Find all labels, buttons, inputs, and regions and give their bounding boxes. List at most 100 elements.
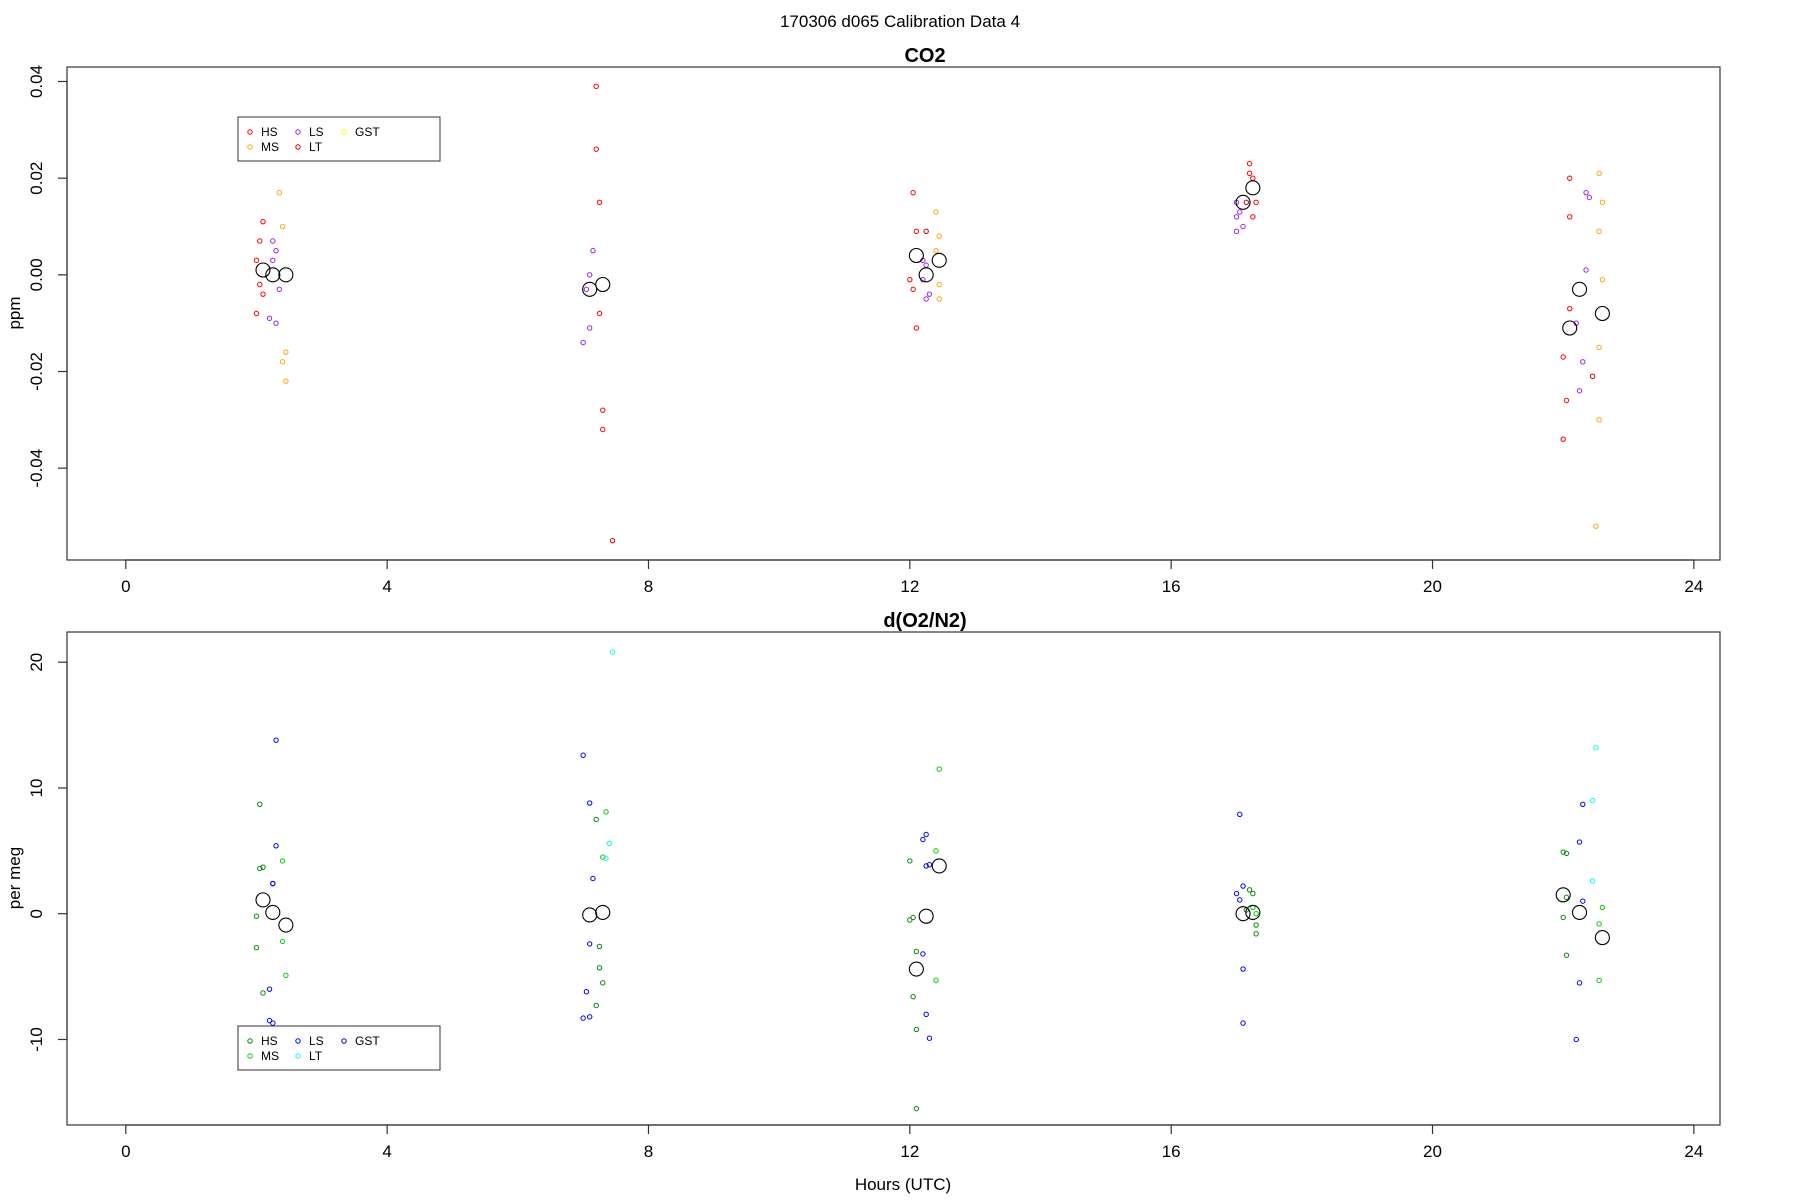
o2n2-point-ls xyxy=(583,988,590,995)
o2n2-point-hs xyxy=(1253,931,1259,937)
o2n2-legend-item-lt: LT xyxy=(295,1049,323,1063)
co2-point-ms xyxy=(1596,170,1602,177)
o2n2-legend-label: GST xyxy=(355,1034,380,1048)
co2-legend-label: GST xyxy=(355,125,380,139)
o2n2-point-ls xyxy=(586,941,593,947)
o2n2-y-tick-label: 20 xyxy=(27,653,46,672)
o2n2-point-ms xyxy=(1599,904,1606,911)
co2-point-hs xyxy=(596,199,603,206)
o2n2-point-ls xyxy=(923,1011,929,1018)
co2-point-hs xyxy=(593,83,599,90)
co2-point-mean xyxy=(1235,194,1251,210)
co2-point-ls xyxy=(1576,388,1583,394)
co2-point-hs xyxy=(1560,354,1566,360)
co2-panel-title: CO2 xyxy=(904,45,945,67)
co2-legend-box xyxy=(237,116,441,162)
o2n2-x-tick-label: 0 xyxy=(121,1142,130,1161)
co2-point-hs xyxy=(910,189,916,196)
o2n2-point-mean xyxy=(265,904,281,921)
co2-point-ls xyxy=(1586,194,1593,201)
co2-point-hs xyxy=(1250,175,1256,181)
co2-point-ms xyxy=(1596,344,1602,351)
co2-point-hs xyxy=(596,310,603,317)
o2n2-legend-box xyxy=(237,1025,441,1071)
o2n2-y-axis-label: per meg xyxy=(5,847,24,909)
co2-x-axis: 0 4 8 12 16 20 24 xyxy=(121,559,1703,596)
co2-y-tick-label: -0.04 xyxy=(27,449,46,488)
o2n2-point-hs xyxy=(1563,894,1570,901)
co2-point-mean xyxy=(255,262,271,278)
co2-y-tick-label: -0.02 xyxy=(27,352,46,391)
co2-point-ls xyxy=(923,296,929,302)
co2-point-ls xyxy=(1240,223,1246,230)
co2-legend-marker xyxy=(295,144,301,150)
o2n2-y-tick-label: 10 xyxy=(27,778,46,797)
co2-point-hs xyxy=(1253,199,1259,206)
co2-legend-item-lt: LT xyxy=(295,140,323,154)
co2-point-ls xyxy=(590,247,596,254)
o2n2-legend-label: LS xyxy=(309,1034,324,1048)
co2-point-mean xyxy=(278,267,294,283)
co2-y-tick-label: 0.02 xyxy=(27,162,46,195)
o2n2-point-lt xyxy=(606,840,612,846)
co2-point-hs xyxy=(253,310,260,317)
o2n2-legend-marker xyxy=(247,1053,253,1059)
co2-point-hs xyxy=(600,426,606,433)
co2-point-ls xyxy=(270,238,276,244)
o2n2-point-hs xyxy=(913,948,920,955)
o2n2-point-hs xyxy=(257,865,263,872)
o2n2-point-ms xyxy=(603,809,609,815)
o2n2-point-ls xyxy=(923,863,929,869)
co2-x-tick-label: 12 xyxy=(900,577,919,596)
co2-point-ls xyxy=(580,339,586,346)
co2-point-ms xyxy=(933,209,939,215)
o2n2-point-hs xyxy=(253,944,260,951)
co2-point-hs xyxy=(913,228,920,235)
co2-point-ms xyxy=(276,189,283,196)
o2n2-point-mean xyxy=(1594,930,1610,946)
o2n2-point-hs xyxy=(1250,890,1256,897)
co2-point-ms xyxy=(933,247,939,254)
o2n2-point-hs xyxy=(910,914,916,921)
o2n2-point-ls xyxy=(926,1035,933,1041)
o2n2-point-ls xyxy=(586,1014,593,1020)
co2-point-mean xyxy=(1571,281,1588,297)
o2n2-legend-item-ms: MS xyxy=(247,1049,279,1063)
co2-point-hs xyxy=(260,218,266,225)
o2n2-point-hs xyxy=(260,990,266,996)
o2n2-point-ls xyxy=(590,875,596,882)
o2n2-point-hs xyxy=(1560,849,1566,855)
o2n2-point-ls xyxy=(1237,897,1243,903)
o2n2-point-ls xyxy=(580,1015,586,1021)
o2n2-point-hs xyxy=(907,858,913,864)
co2-y-axis-label: ppm xyxy=(5,296,24,329)
co2-point-ls xyxy=(266,315,273,322)
co2-point-lt xyxy=(609,537,616,544)
co2-point-hs xyxy=(1563,397,1570,404)
co2-x-tick-label: 0 xyxy=(121,577,130,596)
o2n2-point-ms xyxy=(1596,921,1602,927)
co2-legend-item-ls: LS xyxy=(295,125,324,139)
o2n2-y-tick-label: -10 xyxy=(27,1027,46,1052)
o2n2-point-lt xyxy=(609,649,616,655)
o2n2-point-ls xyxy=(273,843,279,849)
o2n2-point-mean xyxy=(1555,887,1571,903)
o2n2-point-ls xyxy=(273,737,279,743)
co2-point-hs xyxy=(913,325,920,331)
co2-point-mean xyxy=(918,267,934,283)
o2n2-point-hs xyxy=(257,801,263,807)
o2n2-point-hs xyxy=(907,917,913,923)
o2n2-point-lt xyxy=(1593,745,1599,751)
co2-point-mean xyxy=(908,247,924,264)
o2n2-point-ls xyxy=(1240,966,1246,972)
co2-point-ls xyxy=(1233,228,1240,235)
co2-legend-marker xyxy=(247,144,253,150)
co2-x-tick-label: 4 xyxy=(382,577,391,596)
o2n2-y-tick-label: 0 xyxy=(27,909,46,918)
o2n2-legend-label: MS xyxy=(261,1049,279,1063)
o2n2-point-ls xyxy=(1580,801,1586,807)
o2n2-point-ls xyxy=(923,831,929,838)
co2-point-lt xyxy=(923,228,929,235)
